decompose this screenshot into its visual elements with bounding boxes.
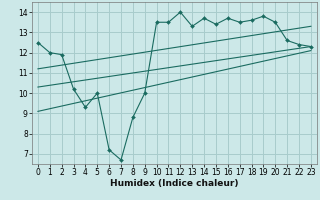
X-axis label: Humidex (Indice chaleur): Humidex (Indice chaleur) <box>110 179 239 188</box>
